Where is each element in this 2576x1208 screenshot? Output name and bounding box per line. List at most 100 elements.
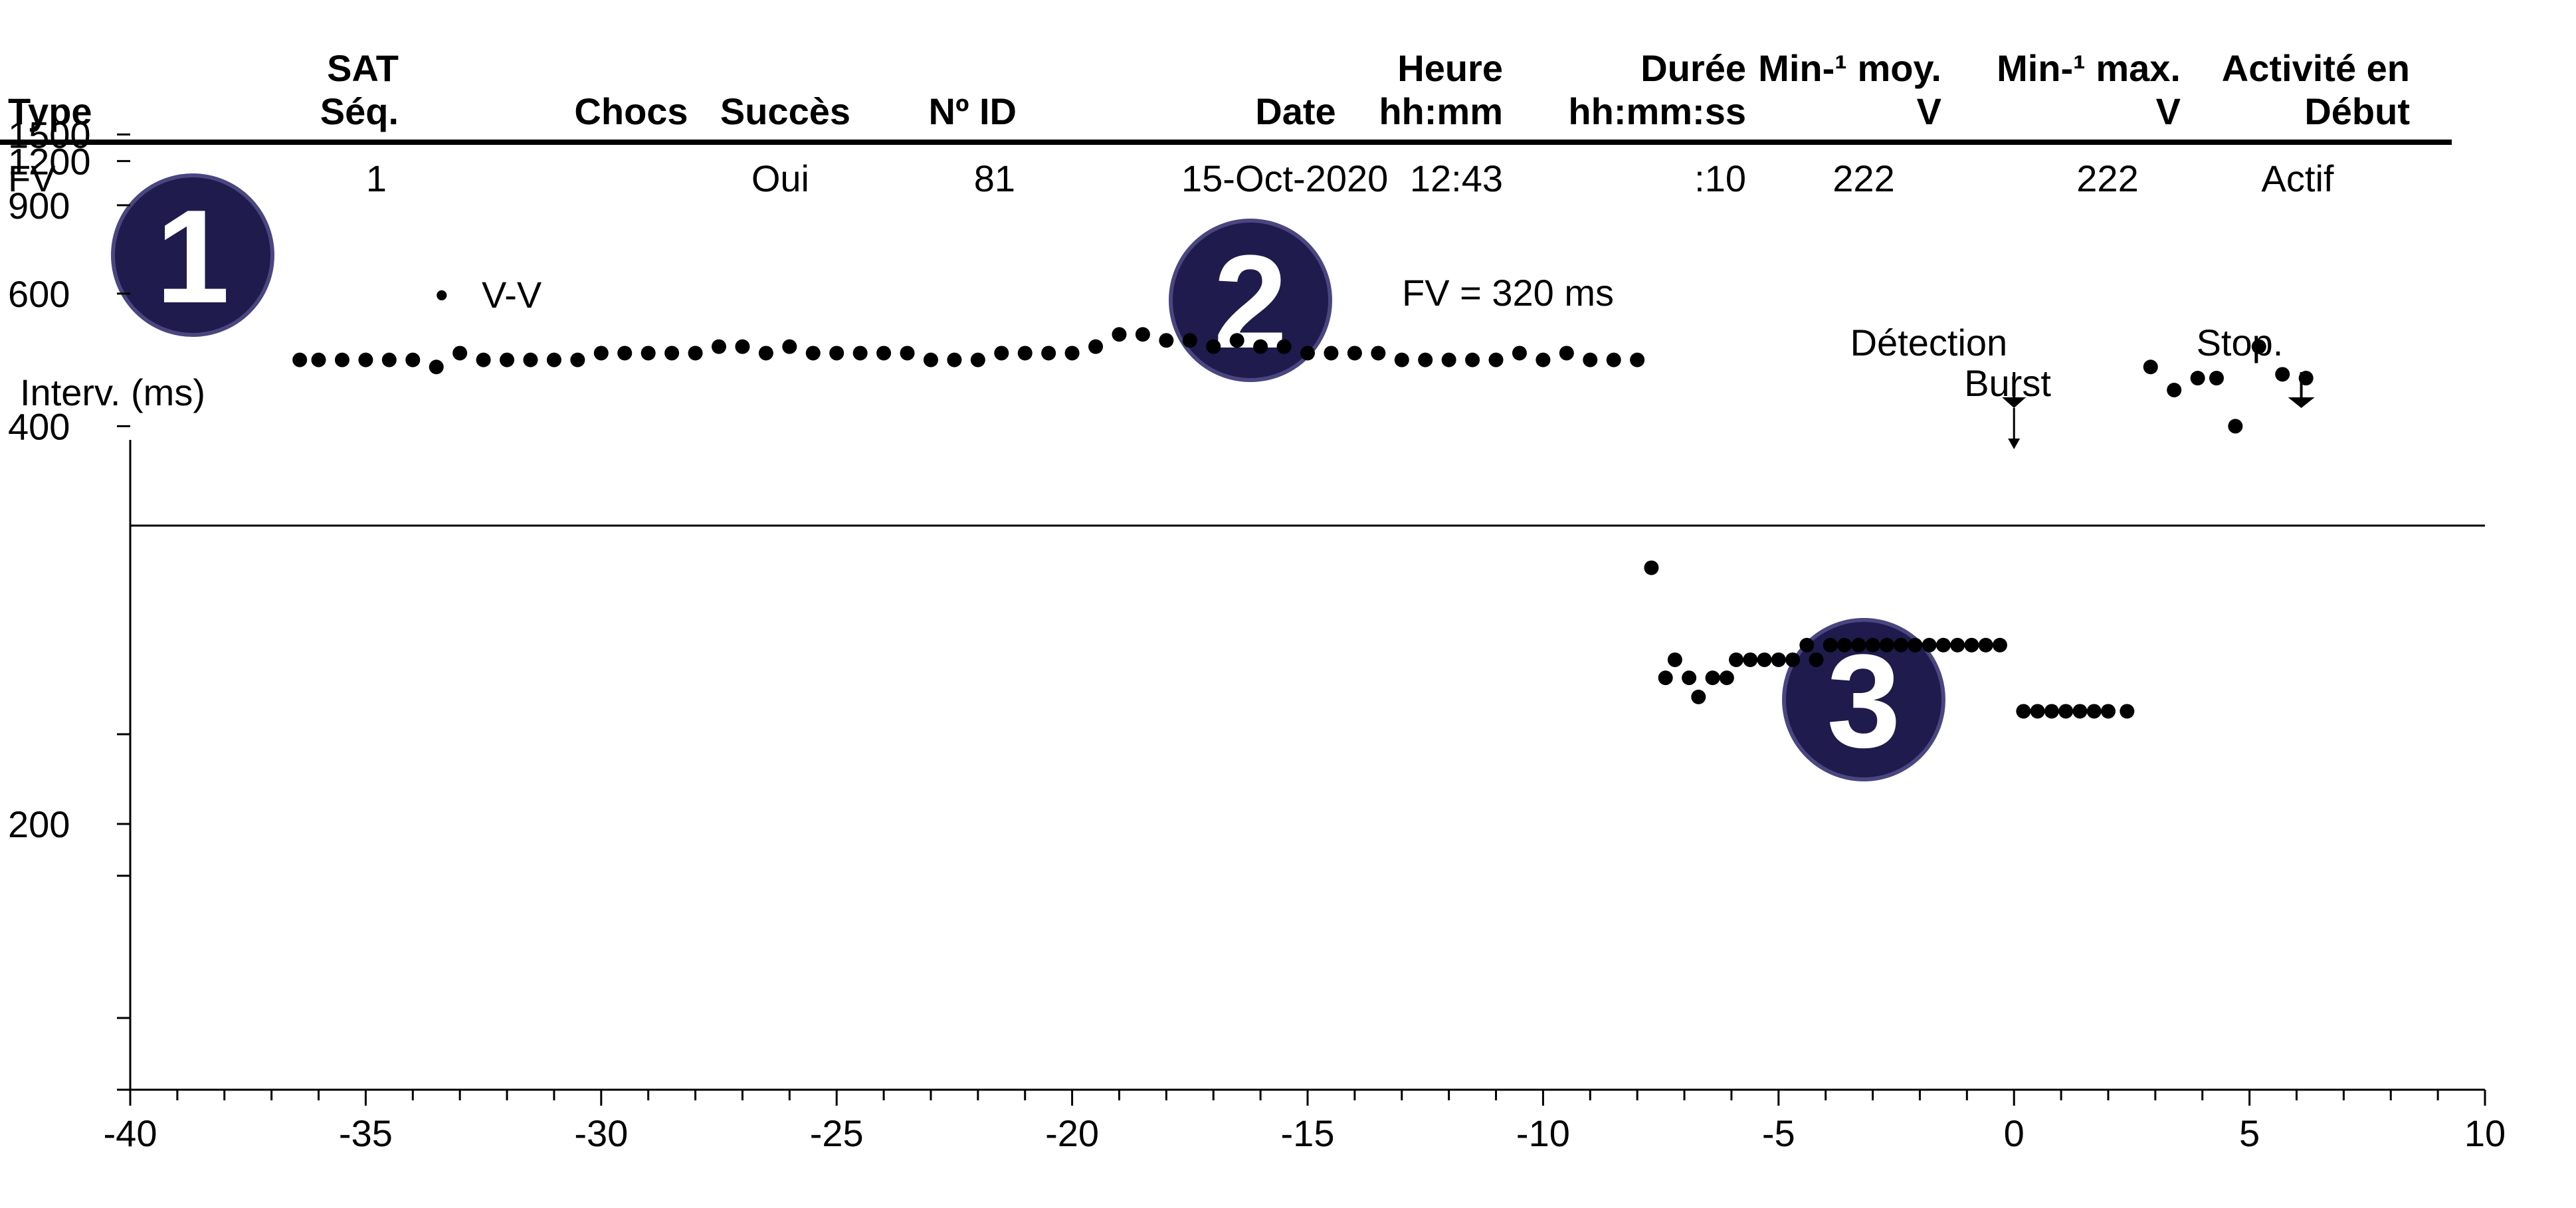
data-point <box>1667 652 1682 667</box>
data-point <box>1394 352 1409 367</box>
data-point <box>2072 704 2088 719</box>
marker-burst-label: Burst <box>1964 362 2051 404</box>
table-cell-3: Oui <box>751 157 809 199</box>
data-point <box>829 346 844 361</box>
data-point <box>1418 352 1433 367</box>
x-tick-label: -30 <box>574 1112 628 1154</box>
data-point <box>1809 652 1824 667</box>
data-point <box>292 352 308 367</box>
table-header-5-line2: Date <box>1255 90 1336 132</box>
x-tick-label: -20 <box>1045 1112 1099 1154</box>
x-tick-label: -10 <box>1516 1112 1570 1154</box>
data-point <box>2016 704 2031 719</box>
table-header-10-line2: Début <box>2304 90 2410 132</box>
data-point <box>1512 346 1527 361</box>
data-point <box>1682 670 1697 686</box>
table-header-10-line1: Activité en <box>2222 47 2410 89</box>
data-point <box>1823 637 1838 653</box>
data-point <box>758 346 773 361</box>
data-point <box>1851 637 1866 653</box>
svg-text:1: 1 <box>155 183 229 331</box>
data-point <box>2209 371 2224 386</box>
data-point <box>876 346 892 361</box>
data-point <box>852 346 868 361</box>
data-point <box>1064 346 1080 361</box>
data-point <box>2190 371 2205 386</box>
data-point <box>1978 637 1993 653</box>
data-point <box>1630 352 1645 367</box>
data-point <box>947 352 962 367</box>
data-point <box>1743 652 1758 667</box>
data-point <box>641 346 656 361</box>
table-header-8-line2: V <box>1917 90 1941 132</box>
table-header-7-line1: Durée <box>1640 47 1746 89</box>
table-header-4-line2: Nº ID <box>929 90 1017 132</box>
x-tick-label: 0 <box>2004 1112 2025 1154</box>
data-point <box>381 352 397 367</box>
table-header-6-line2: hh:mm <box>1379 90 1503 132</box>
data-point <box>2030 704 2045 719</box>
data-point <box>1964 637 1979 653</box>
data-point <box>970 352 985 367</box>
y-tick-label: 1200 <box>8 140 91 182</box>
data-point <box>1837 637 1852 653</box>
data-point <box>1159 333 1174 348</box>
x-tick-label: 10 <box>2464 1112 2506 1154</box>
x-ticks: -40 -35 -30 -25 -20 -15 -10 -5 0 5 10 <box>104 1090 2506 1154</box>
data-point <box>617 346 633 361</box>
data-point <box>994 346 1009 361</box>
legend-label: V-V <box>482 274 542 316</box>
data-point <box>1276 339 1292 354</box>
table-header-9-line1: Min-¹ max. <box>1997 47 2181 89</box>
badge-1: 1 <box>111 173 274 337</box>
data-point <box>1879 637 1894 653</box>
y-tick-label: 200 <box>8 803 70 845</box>
data-point <box>1324 346 1339 361</box>
event-table-row: FV 1 Oui 81 15-Oct-2020 12:43:10 222 222 Actif <box>8 157 2334 199</box>
table-cell-1: 1 <box>366 157 387 199</box>
data-point <box>1935 637 1951 653</box>
data-point <box>1488 352 1504 367</box>
data-point <box>1705 670 1720 686</box>
x-tick-label: 5 <box>2239 1112 2260 1154</box>
data-point <box>2100 704 2116 719</box>
data-point <box>1583 352 1598 367</box>
marker-stop-label: Stop. <box>2197 322 2284 363</box>
data-point <box>1088 339 1104 354</box>
table-cell-0: FV <box>8 157 56 199</box>
y-axis-title: Interv. (ms) <box>20 371 205 413</box>
data-point <box>593 346 609 361</box>
data-point <box>311 352 326 367</box>
data-point <box>1441 352 1456 367</box>
data-point <box>1865 637 1880 653</box>
data-point <box>1465 352 1480 367</box>
data-point <box>1041 346 1056 361</box>
data-point <box>1606 352 1621 367</box>
table-header-0-line2: Type <box>8 90 92 132</box>
data-point <box>2228 419 2243 434</box>
data-point <box>1536 352 1551 367</box>
data-point <box>358 352 373 367</box>
data-point <box>2275 367 2290 382</box>
data-point <box>429 359 444 375</box>
data-point <box>1229 333 1244 348</box>
zone-label: FV = 320 ms <box>1402 272 1614 314</box>
y-tick-label: 400 <box>8 405 70 447</box>
detection-arrow-head <box>2002 397 2027 408</box>
data-point <box>570 352 585 367</box>
data-point <box>1771 652 1786 667</box>
table-cell-7: :10 <box>1694 157 1746 199</box>
table-header-7-line2: hh:mm:ss <box>1568 90 1746 132</box>
data-point <box>405 352 421 367</box>
data-point <box>1992 637 2007 653</box>
series-v-v <box>292 327 2314 719</box>
table-cell-8: 222 <box>1833 157 1894 199</box>
data-point <box>500 352 515 367</box>
table-header-1-line2: Séq. <box>320 90 399 132</box>
data-point <box>1894 637 1909 653</box>
data-point <box>1644 560 1659 575</box>
